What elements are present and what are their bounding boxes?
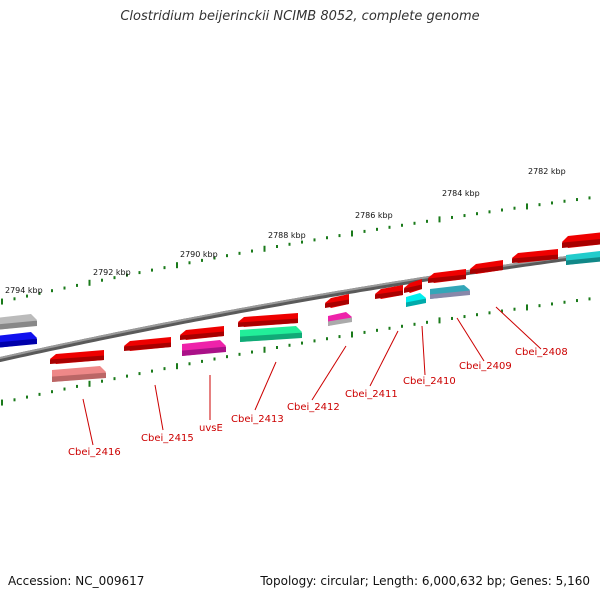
- scale-tick-label: 2786 kbp: [355, 211, 393, 220]
- gene-arrow: [180, 326, 224, 340]
- gene-arrow: [512, 249, 558, 263]
- gene-label: Cbei_2416: [68, 447, 121, 458]
- cog-bar: [566, 251, 600, 265]
- label-leader-line: [421, 325, 426, 376]
- gene-arrow-shade: [0, 338, 37, 348]
- cog-bar: [52, 366, 106, 382]
- cog-bar-shade: [566, 257, 600, 265]
- gene-label: Cbei_2415: [141, 433, 194, 444]
- map-title: Clostridium beijerinckii NCIMB 8052, com…: [120, 9, 480, 24]
- gene-arrow: [562, 232, 600, 248]
- label-leader-line: [495, 306, 542, 350]
- cog-bar: [406, 293, 426, 307]
- gene-arrow-shade: [325, 299, 349, 308]
- backbone-highlight: [0, 251, 600, 360]
- gene-arrow: [325, 294, 349, 308]
- cog-bar: [430, 285, 470, 299]
- scale-tick-label: 2790 kbp: [180, 250, 218, 259]
- cog-bar-shade: [52, 372, 106, 382]
- scale-tick-label: 2782 kbp: [528, 167, 566, 176]
- gene-label: uvsE: [199, 423, 223, 434]
- gene-arrow-shade: [470, 265, 503, 274]
- cog-bar-shade: [328, 317, 352, 326]
- gene-arrow: [238, 313, 298, 327]
- gene-arrow-shade: [124, 342, 171, 351]
- scale-tick-label: 2794 kbp: [5, 286, 43, 295]
- label-leader-line: [369, 330, 399, 387]
- scale-tick-label: 2792 kbp: [93, 268, 131, 277]
- gene-arrow-shade: [562, 238, 600, 248]
- label-leader-line: [311, 345, 347, 401]
- scale-tick-label: 2788 kbp: [268, 231, 306, 240]
- cog-bar: [0, 314, 37, 330]
- topology-info-text: Topology: circular; Length: 6,000,632 bp…: [260, 574, 590, 588]
- cog-bar-shade: [430, 290, 470, 299]
- gene-arrow: [124, 337, 171, 351]
- gene-arrow-shade: [404, 284, 422, 293]
- gene-arrow: [428, 269, 466, 283]
- label-leader-line: [82, 398, 94, 446]
- cog-bar: [240, 326, 302, 342]
- gene-arrow: [375, 285, 403, 299]
- gene-label: Cbei_2410: [403, 376, 456, 387]
- cog-bar-shade: [240, 332, 302, 342]
- label-leader-line: [456, 317, 485, 362]
- gene-arrow-shade: [512, 254, 558, 263]
- gene-label: Cbei_2408: [515, 347, 568, 358]
- gene-arrow-shade: [375, 290, 403, 299]
- gene-arrow: [470, 260, 503, 274]
- gene-arrow-shade: [50, 355, 104, 364]
- gene-arrow-shade: [180, 331, 224, 340]
- gene-label: Cbei_2412: [287, 402, 340, 413]
- scale-tick-label: 2784 kbp: [442, 189, 480, 198]
- gene-label: Cbei_2411: [345, 389, 398, 400]
- cog-bar-shade: [182, 346, 226, 356]
- cog-bar: [182, 340, 226, 356]
- label-leader-line: [254, 361, 277, 411]
- cog-bar-shade: [0, 320, 37, 330]
- gene-arrow: [404, 279, 422, 293]
- cog-bar: [328, 312, 352, 326]
- gene-arrow: [0, 332, 37, 348]
- gene-arrow-shade: [428, 274, 466, 283]
- accession-text: Accession: NC_009617: [8, 574, 145, 588]
- cog-bar-shade: [406, 298, 426, 307]
- gene-label: Cbei_2413: [231, 414, 284, 425]
- label-leader-line: [154, 384, 164, 431]
- gene-arrow-shade: [238, 318, 298, 327]
- gene-arrow: [50, 350, 104, 364]
- backbone-shadow: [0, 251, 600, 363]
- gene-label: Cbei_2409: [459, 361, 512, 372]
